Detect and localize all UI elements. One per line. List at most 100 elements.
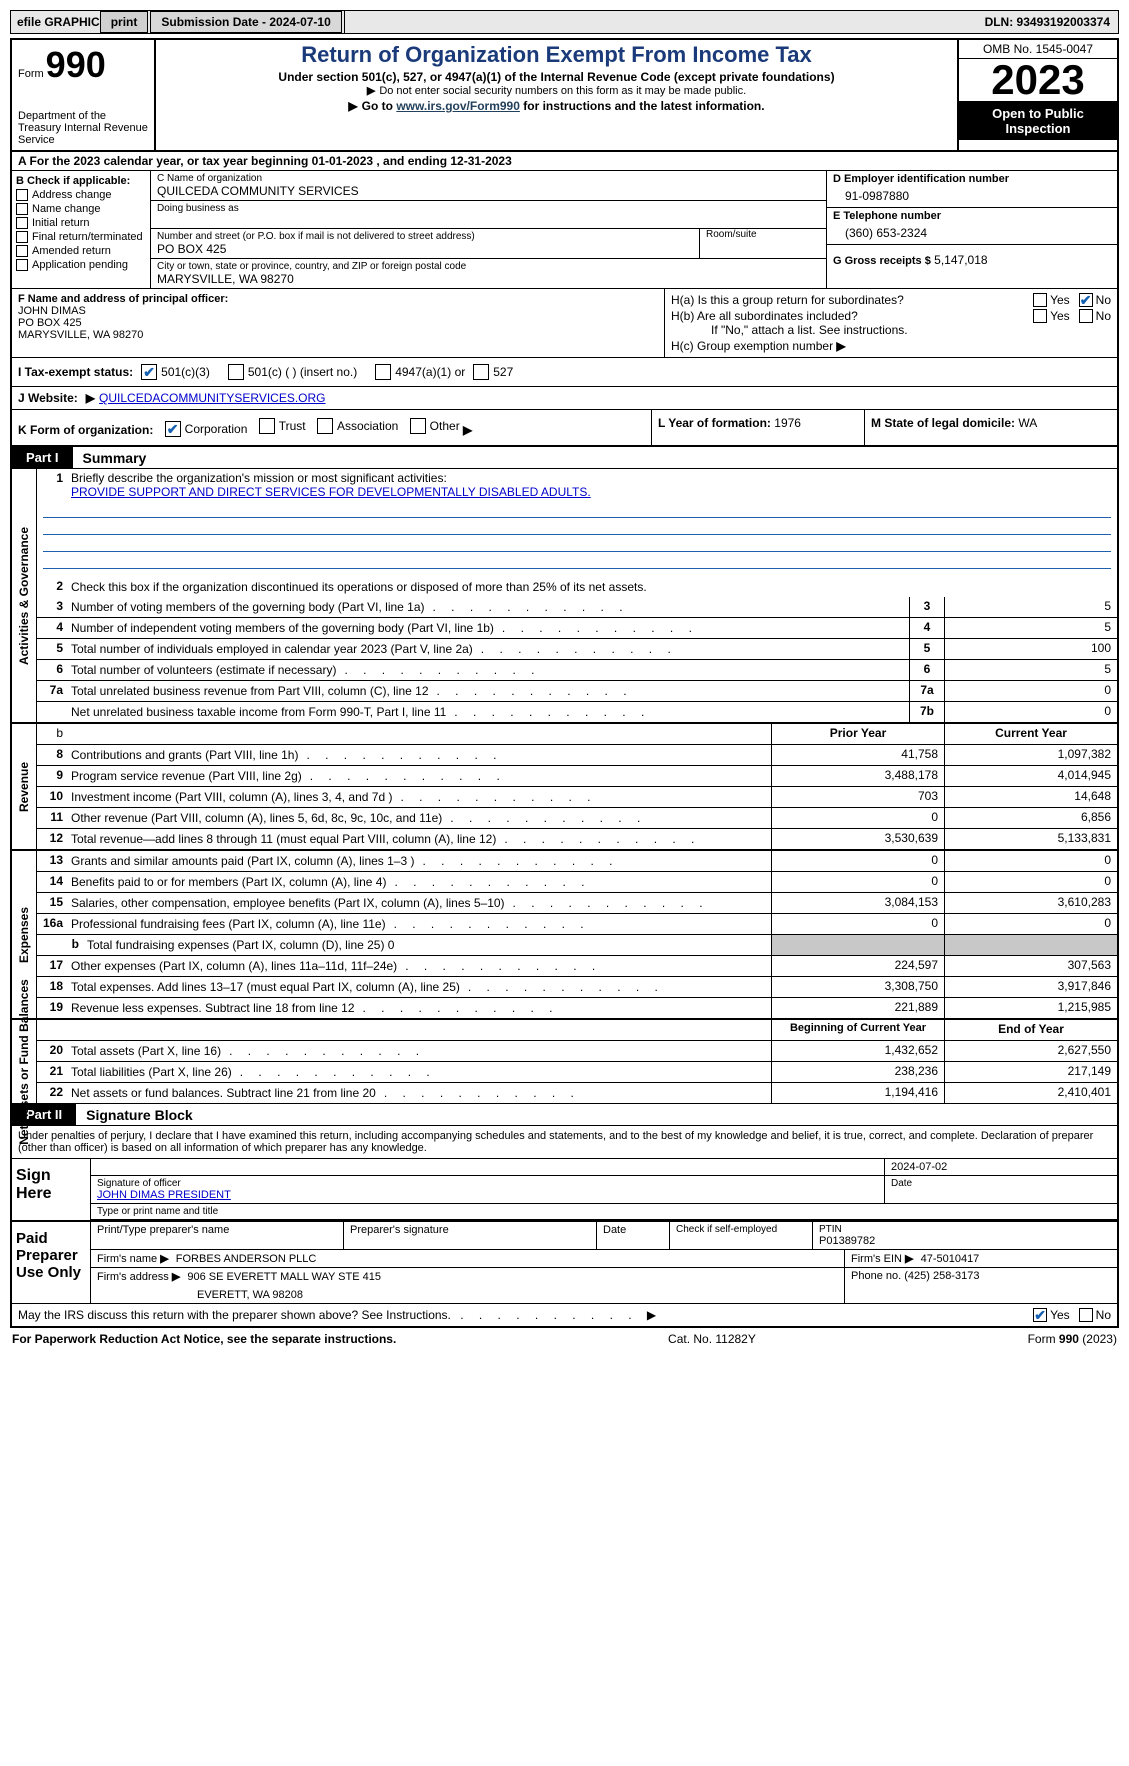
ptin-value: P01389782 (819, 1235, 1111, 1247)
discuss-no[interactable]: No (1076, 1308, 1111, 1322)
check-name-change[interactable]: Name change (16, 203, 146, 215)
summary-row: 21 Total liabilities (Part X, line 26) .… (37, 1062, 1117, 1083)
sign-here-label: Sign Here (12, 1159, 91, 1220)
arrow-icon: ▶ (905, 1253, 913, 1265)
arrow-icon: ▶ (86, 391, 95, 405)
i-label: I Tax-exempt status: (18, 365, 133, 379)
line-num: 3 (37, 597, 67, 617)
b-header: B Check if applicable: (16, 175, 146, 187)
line-val: 5 (944, 597, 1117, 617)
addr-value: PO BOX 425 (157, 242, 693, 256)
prior-year-header: Prior Year (771, 724, 944, 744)
line-val: 0 (944, 702, 1117, 722)
l-value: 1976 (774, 416, 801, 430)
form-990: Form990 Department of the Treasury Inter… (10, 38, 1119, 1328)
line-desc: Professional fundraising fees (Part IX, … (71, 917, 386, 931)
arrow-icon: ▶ (160, 1253, 168, 1265)
prior-val: 3,488,178 (771, 766, 944, 786)
prior-val: 3,308,750 (771, 977, 944, 997)
check-4947[interactable]: 4947(a)(1) or (375, 364, 465, 380)
arrow-icon: ▶ (172, 1271, 180, 1283)
open-inspection: Open to Public Inspection (959, 102, 1117, 140)
check-app-pending[interactable]: Application pending (16, 259, 146, 271)
prior-val: 221,889 (771, 998, 944, 1018)
hc-label: H(c) Group exemption number (671, 339, 833, 353)
section-l: L Year of formation: 1976 (652, 410, 865, 445)
ha-no[interactable]: ✔No (1076, 293, 1111, 307)
line-val: 100 (944, 639, 1117, 659)
prior-val: 224,597 (771, 956, 944, 976)
ha-yes[interactable]: Yes (1030, 293, 1070, 307)
fh-row: F Name and address of principal officer:… (12, 289, 1117, 358)
print-button[interactable]: print (100, 11, 149, 33)
line-num: 12 (37, 829, 67, 849)
prior-val: 3,530,639 (771, 829, 944, 849)
ein-cell: D Employer identification number 91-0987… (827, 171, 1117, 208)
hb-yes[interactable]: Yes (1030, 309, 1070, 323)
org-name-value: QUILCEDA COMMUNITY SERVICES (157, 184, 820, 198)
header-center: Return of Organization Exempt From Incom… (156, 40, 957, 150)
summary-row: 13 Grants and similar amounts paid (Part… (37, 851, 1117, 872)
officer-signature[interactable]: JOHN DIMAS PRESIDENT (97, 1189, 231, 1201)
curr-val: 1,215,985 (944, 998, 1117, 1018)
irs-link[interactable]: www.irs.gov/Form990 (396, 99, 520, 113)
check-other[interactable]: Other (410, 418, 460, 434)
summary-row: 16a Professional fundraising fees (Part … (37, 914, 1117, 935)
check-address-change[interactable]: Address change (16, 189, 146, 201)
line-num: 11 (37, 808, 67, 828)
curr-val: 3,610,283 (944, 893, 1117, 913)
summary-row: 5 Total number of individuals employed i… (37, 639, 1117, 660)
self-employed-check[interactable]: Check if self-employed (670, 1222, 813, 1249)
form-subtitle-2: ▶Do not enter social security numbers on… (164, 84, 949, 97)
check-501c[interactable]: 501(c) ( ) (insert no.) (228, 364, 357, 380)
summary-row: 10 Investment income (Part VIII, column … (37, 787, 1117, 808)
form-word: Form (18, 68, 44, 80)
phone-cell: E Telephone number (360) 653-2324 (827, 208, 1117, 245)
check-final-return[interactable]: Final return/terminated (16, 231, 146, 243)
gross-cell: G Gross receipts $ 5,147,018 (827, 245, 1117, 269)
line-desc: Other revenue (Part VIII, column (A), li… (71, 811, 442, 825)
expenses-body: 13 Grants and similar amounts paid (Part… (37, 851, 1117, 1018)
line-ref: 6 (909, 660, 944, 680)
line-num: 17 (37, 956, 67, 976)
line-desc: Total assets (Part X, line 16) (71, 1044, 221, 1058)
curr-val: 0 (944, 914, 1117, 934)
line-ref: 7a (909, 681, 944, 701)
summary-row: Net unrelated business taxable income fr… (37, 702, 1117, 722)
hb-no[interactable]: No (1076, 309, 1111, 323)
check-trust[interactable]: Trust (259, 418, 306, 434)
firm-addr1: 906 SE EVERETT MALL WAY STE 415 (187, 1271, 381, 1283)
prior-val: 1,432,652 (771, 1041, 944, 1061)
arrow-icon: ▶ (367, 85, 375, 97)
line-num: 10 (37, 787, 67, 807)
check-527[interactable]: 527 (473, 364, 513, 380)
line-desc: Number of voting members of the governin… (71, 600, 425, 614)
penalties-text: Under penalties of perjury, I declare th… (12, 1126, 1117, 1159)
website-link[interactable]: QUILCEDACOMMUNITYSERVICES.ORG (99, 391, 325, 405)
arrow-icon: ▶ (348, 99, 357, 113)
dba-cell: Doing business as (151, 201, 826, 229)
prior-val: 0 (771, 851, 944, 871)
curr-val: 2,410,401 (944, 1083, 1117, 1103)
firm-addr-label: Firm's address (97, 1271, 169, 1283)
check-initial-return[interactable]: Initial return (16, 217, 146, 229)
addr-label: Number and street (or P.O. box if mail i… (157, 231, 693, 242)
summary-row: 22 Net assets or fund balances. Subtract… (37, 1083, 1117, 1103)
discuss-yes[interactable]: ✔Yes (1030, 1308, 1070, 1322)
check-amended[interactable]: Amended return (16, 245, 146, 257)
hb-label: H(b) Are all subordinates included? (671, 309, 1024, 323)
check-corporation[interactable]: ✔Corporation (165, 421, 248, 437)
preparer-body: Print/Type preparer's name Preparer's si… (91, 1222, 1117, 1303)
check-association[interactable]: Association (317, 418, 398, 434)
curr-val: 0 (944, 872, 1117, 892)
form-title: Return of Organization Exempt From Incom… (164, 42, 949, 68)
curr-val: 0 (944, 851, 1117, 871)
part2-title: Signature Block (76, 1107, 193, 1123)
city-value: MARYSVILLE, WA 98270 (157, 272, 820, 286)
check-501c3[interactable]: ✔501(c)(3) (141, 364, 210, 380)
ha-label: H(a) Is this a group return for subordin… (671, 293, 1024, 307)
ptin-label: PTIN (819, 1224, 1111, 1235)
line-desc: Total liabilities (Part X, line 26) (71, 1065, 232, 1079)
line-num: b (37, 935, 83, 955)
mission-text[interactable]: PROVIDE SUPPORT AND DIRECT SERVICES FOR … (71, 485, 591, 499)
